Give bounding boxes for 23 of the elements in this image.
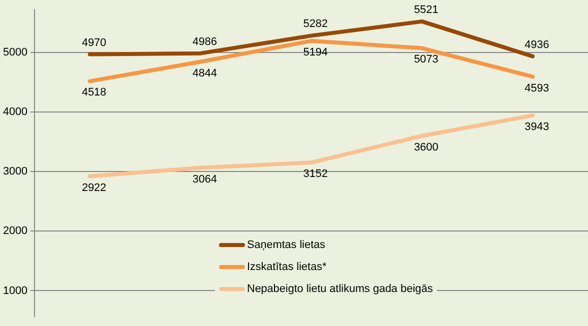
legend-label: Izskatītas lietas* bbox=[247, 260, 326, 275]
data-label: 3943 bbox=[524, 120, 550, 133]
data-label: 3600 bbox=[414, 141, 438, 154]
data-label: 4986 bbox=[192, 36, 218, 48]
data-label: 3064 bbox=[192, 173, 218, 186]
data-label: 4970 bbox=[82, 36, 106, 49]
y-tick-label: 2000 bbox=[2, 225, 28, 238]
data-label: 2922 bbox=[82, 182, 106, 194]
y-tick-label: 3000 bbox=[2, 166, 28, 178]
data-label: 5073 bbox=[414, 54, 438, 66]
data-label: 4844 bbox=[192, 67, 218, 80]
y-tick-label: 5000 bbox=[2, 46, 28, 59]
y-tick-label: 4000 bbox=[2, 106, 28, 118]
data-label: 5194 bbox=[303, 46, 328, 58]
data-label: 4518 bbox=[82, 86, 106, 99]
data-label: 5282 bbox=[303, 18, 328, 30]
legend-label: Saņemtas lietas bbox=[247, 238, 326, 253]
data-label: 3152 bbox=[303, 168, 328, 180]
data-label: 4593 bbox=[524, 82, 550, 94]
data-label: 5521 bbox=[414, 4, 438, 16]
y-tick-label: 1000 bbox=[2, 284, 28, 297]
data-label: 4936 bbox=[524, 38, 550, 51]
legend-label: Nepabeigto lietu atlikums gada beigās bbox=[247, 282, 433, 297]
